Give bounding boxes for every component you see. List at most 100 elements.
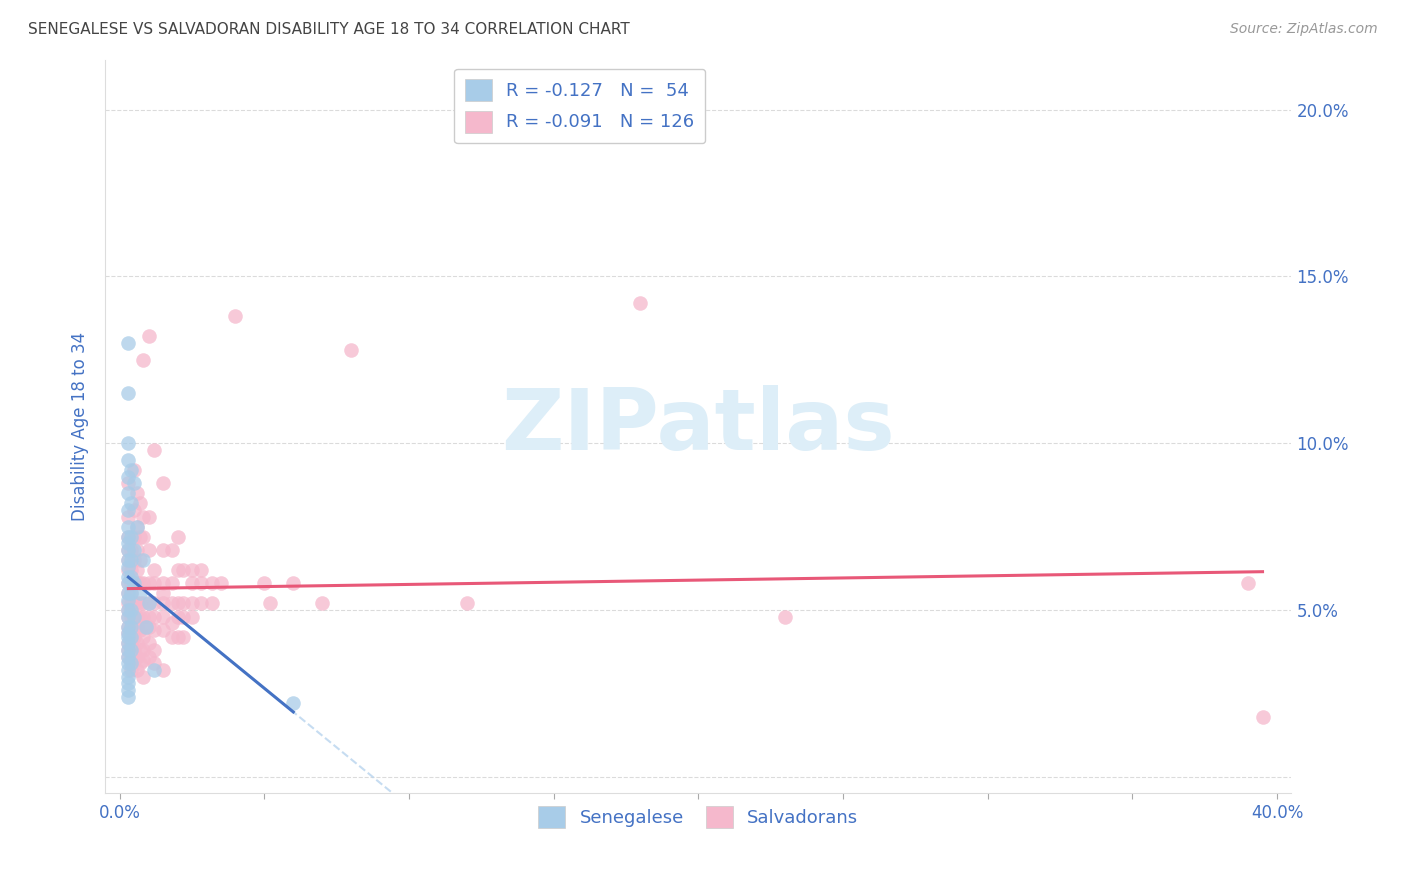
Point	[129, 586, 152, 600]
Point	[120, 553, 142, 567]
Point	[152, 476, 174, 491]
Point	[120, 563, 142, 577]
Point	[138, 576, 160, 591]
Point	[117, 436, 139, 450]
Point	[122, 503, 145, 517]
Point	[253, 576, 276, 591]
Point	[259, 596, 281, 610]
Point	[122, 553, 145, 567]
Point	[166, 609, 188, 624]
Point	[172, 630, 194, 644]
Point	[125, 619, 148, 633]
Point	[143, 442, 166, 457]
Point	[132, 352, 155, 367]
Point	[122, 630, 145, 644]
Point	[117, 619, 139, 633]
Point	[1251, 709, 1274, 723]
Point	[132, 630, 155, 644]
Legend: Senegalese, Salvadorans: Senegalese, Salvadorans	[531, 799, 866, 836]
Point	[117, 576, 139, 591]
Point	[117, 663, 139, 677]
Point	[122, 576, 145, 591]
Point	[117, 603, 139, 617]
Point	[125, 576, 148, 591]
Point	[129, 643, 152, 657]
Point	[129, 529, 152, 543]
Point	[132, 576, 155, 591]
Point	[117, 529, 139, 543]
Point	[138, 596, 160, 610]
Point	[122, 609, 145, 624]
Text: Source: ZipAtlas.com: Source: ZipAtlas.com	[1230, 22, 1378, 37]
Point	[117, 586, 139, 600]
Point	[117, 569, 139, 583]
Point	[122, 643, 145, 657]
Point	[160, 542, 183, 557]
Point	[138, 619, 160, 633]
Point	[117, 626, 139, 640]
Point	[120, 630, 142, 644]
Point	[120, 569, 142, 583]
Point	[120, 603, 142, 617]
Point	[132, 653, 155, 667]
Point	[132, 596, 155, 610]
Point	[138, 509, 160, 524]
Point	[166, 563, 188, 577]
Y-axis label: Disability Age 18 to 34: Disability Age 18 to 34	[72, 332, 89, 521]
Point	[129, 623, 152, 637]
Text: ZIPatlas: ZIPatlas	[502, 385, 896, 468]
Point	[172, 609, 194, 624]
Point	[143, 609, 166, 624]
Point	[120, 576, 142, 591]
Point	[125, 486, 148, 500]
Point	[283, 576, 305, 591]
Point	[172, 563, 194, 577]
Point	[120, 529, 142, 543]
Point	[117, 643, 139, 657]
Point	[152, 586, 174, 600]
Point	[125, 636, 148, 650]
Point	[120, 586, 142, 600]
Point	[143, 657, 166, 671]
Point	[181, 563, 204, 577]
Point	[117, 626, 139, 640]
Point	[138, 609, 160, 624]
Point	[138, 542, 160, 557]
Point	[117, 593, 139, 607]
Point	[181, 596, 204, 610]
Point	[201, 596, 224, 610]
Point	[120, 636, 142, 650]
Point	[122, 529, 145, 543]
Point	[125, 609, 148, 624]
Point	[190, 596, 212, 610]
Point	[117, 690, 139, 704]
Point	[117, 476, 139, 491]
Point	[117, 609, 139, 624]
Point	[120, 630, 142, 644]
Point	[120, 496, 142, 510]
Point	[117, 529, 139, 543]
Point	[152, 576, 174, 591]
Point	[209, 576, 232, 591]
Point	[122, 463, 145, 477]
Point	[120, 596, 142, 610]
Point	[117, 682, 139, 697]
Point	[152, 542, 174, 557]
Point	[340, 343, 363, 357]
Point	[117, 636, 139, 650]
Point	[138, 636, 160, 650]
Point	[122, 609, 145, 624]
Point	[125, 519, 148, 533]
Point	[117, 559, 139, 574]
Point	[117, 609, 139, 624]
Point	[117, 536, 139, 550]
Point	[117, 649, 139, 664]
Point	[773, 609, 796, 624]
Point	[129, 609, 152, 624]
Point	[125, 563, 148, 577]
Text: SENEGALESE VS SALVADORAN DISABILITY AGE 18 TO 34 CORRELATION CHART: SENEGALESE VS SALVADORAN DISABILITY AGE …	[28, 22, 630, 37]
Point	[190, 576, 212, 591]
Point	[152, 663, 174, 677]
Point	[129, 496, 152, 510]
Point	[132, 553, 155, 567]
